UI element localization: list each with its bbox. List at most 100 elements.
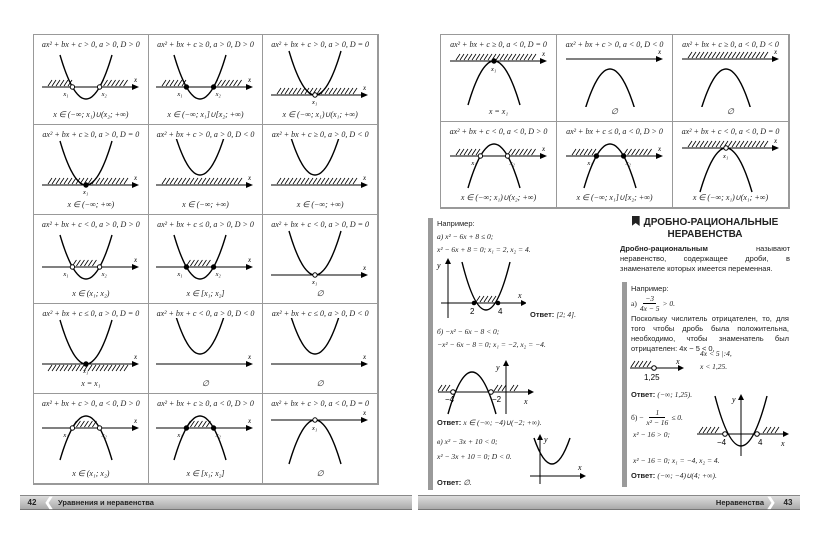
step-1: 4x < 5 |:4,: [700, 349, 732, 358]
open-point: [504, 152, 510, 159]
inequality-formula: ax² + bx + c ≥ 0, a < 0, D > 0: [157, 399, 254, 409]
hatch-mark: [67, 365, 73, 372]
root-label: x₁: [311, 99, 317, 106]
hatch-mark: [87, 177, 93, 185]
hatch-mark: [747, 140, 752, 147]
hatch-mark: [75, 365, 81, 372]
relation: > 0.: [662, 299, 676, 308]
x-label: x: [362, 353, 367, 361]
hatch-mark: [348, 177, 354, 185]
y-label: y: [543, 435, 548, 444]
parabola-graph: x x₁ x₂: [41, 234, 139, 280]
filled-point: [184, 84, 190, 90]
hatch-mark: [194, 177, 199, 185]
inequality-formula: ax² + bx + c ≥ 0, a > 0, D = 0: [42, 129, 140, 139]
parabola-graph: x x₁: [449, 50, 547, 106]
hatch-mark: [194, 420, 200, 428]
solution-set: x ∈ [x₁; x₂]: [186, 469, 225, 478]
root-label: x₂: [215, 432, 222, 439]
x-label: x: [657, 49, 662, 56]
hatch-mark: [123, 79, 128, 87]
root-label: x₂: [100, 271, 107, 278]
hatch-mark: [336, 177, 342, 185]
axis-arrow: [131, 181, 139, 188]
inequality-formula: ax² + bx + c > 0, a > 0, D = 0: [271, 40, 370, 49]
hatch-mark: [467, 53, 472, 61]
hatch-mark: [463, 148, 468, 155]
open-point: [477, 152, 483, 159]
hatch-mark: [328, 177, 334, 185]
filled-point: [184, 263, 190, 270]
hatch-mark: [340, 87, 346, 95]
hatch-mark: [83, 259, 89, 266]
hatch-mark: [51, 79, 57, 87]
filled-point: [620, 152, 626, 159]
inequality-formula: ax² + bx + c ≤ 0, a < 0, D > 0: [566, 126, 663, 136]
axis-arrow: [361, 417, 369, 424]
hatch-mark: [638, 148, 644, 155]
answer-label: Ответ:: [631, 390, 656, 399]
x-label: x: [133, 353, 138, 361]
hatch-mark: [83, 420, 89, 428]
open-point: [312, 92, 318, 98]
hatch-mark: [518, 148, 524, 155]
bookmark-icon: [631, 216, 640, 226]
parabola-graph: x x₁ x₂: [449, 142, 547, 188]
hatch-mark: [202, 420, 208, 428]
inequality-cell: ax² + bx + c > 0, a < 0, D = 0 x x₁ ∅: [263, 394, 378, 484]
hatch-mark: [111, 365, 117, 372]
hatch-mark: [284, 177, 290, 185]
hatch-mark: [575, 148, 580, 155]
hatch-mark: [711, 140, 716, 147]
hatch-mark: [225, 79, 231, 87]
hatch-mark: [111, 177, 117, 185]
hatch-mark: [280, 87, 286, 95]
axis-arrow: [655, 56, 663, 62]
hatch-mark: [292, 87, 298, 95]
solution-set: x ∈ (x₁; x₂): [72, 469, 110, 478]
example-a-graph: y x 2 4: [436, 258, 526, 318]
definition: Дробно-рациональным называют неравенство…: [620, 244, 790, 274]
root-label: x₂: [100, 432, 107, 439]
hatch-mark: [755, 51, 760, 59]
hatch-mark: [210, 177, 215, 185]
hatch-mark: [178, 177, 183, 185]
axis-arrow: [246, 425, 254, 432]
axis-arrow: [771, 56, 779, 62]
hatch-mark: [75, 420, 81, 428]
example-a-explanation: Поскольку числитель отрицателен, то, для…: [631, 314, 789, 353]
axis-arrow: [539, 152, 547, 159]
hatch-mark: [739, 51, 744, 59]
root-label: x₁: [722, 153, 728, 160]
parabola-graph: x: [271, 138, 369, 188]
tick-4: 4: [498, 307, 503, 316]
parabola-graph: x x₁ x₂: [565, 142, 663, 188]
root-label: x₂: [100, 91, 107, 98]
filled-point: [184, 425, 190, 431]
solution-set: x ∈ (−∞; +∞): [67, 199, 115, 209]
answer-label: Ответ:: [437, 418, 462, 427]
axis-arrow: [131, 425, 139, 432]
hatch-mark: [751, 140, 756, 147]
example-c-roots: x² − 3x + 10 = 0; D < 0.: [437, 452, 512, 461]
inequality-formula: ax² + bx + c > 0, a < 0, D > 0: [41, 399, 140, 409]
hatch-mark: [691, 51, 696, 59]
root-label: x₁: [177, 271, 183, 278]
title-line-1: ДРОБНО-РАЦИОНАЛЬНЫЕ: [643, 217, 779, 228]
numerator: −3: [643, 294, 657, 304]
hatch-mark: [233, 79, 239, 87]
hatch-mark: [719, 140, 724, 147]
solution-set: ∅: [202, 379, 209, 389]
hatch-mark: [630, 148, 636, 155]
solution-set: x ∈ (−∞; x₁]∪[x₂; +∞): [167, 109, 244, 119]
axis-arrow: [361, 361, 369, 368]
hatch-mark: [47, 79, 53, 87]
y-label: y: [495, 363, 500, 372]
hatch-mark: [79, 259, 85, 266]
examples-intro: Например:: [437, 219, 475, 228]
solution-set: x = x₁: [488, 106, 509, 116]
hatch-mark: [123, 177, 129, 185]
hatch-mark: [67, 79, 73, 87]
hatch-mark: [174, 79, 179, 87]
open-point: [69, 425, 75, 431]
